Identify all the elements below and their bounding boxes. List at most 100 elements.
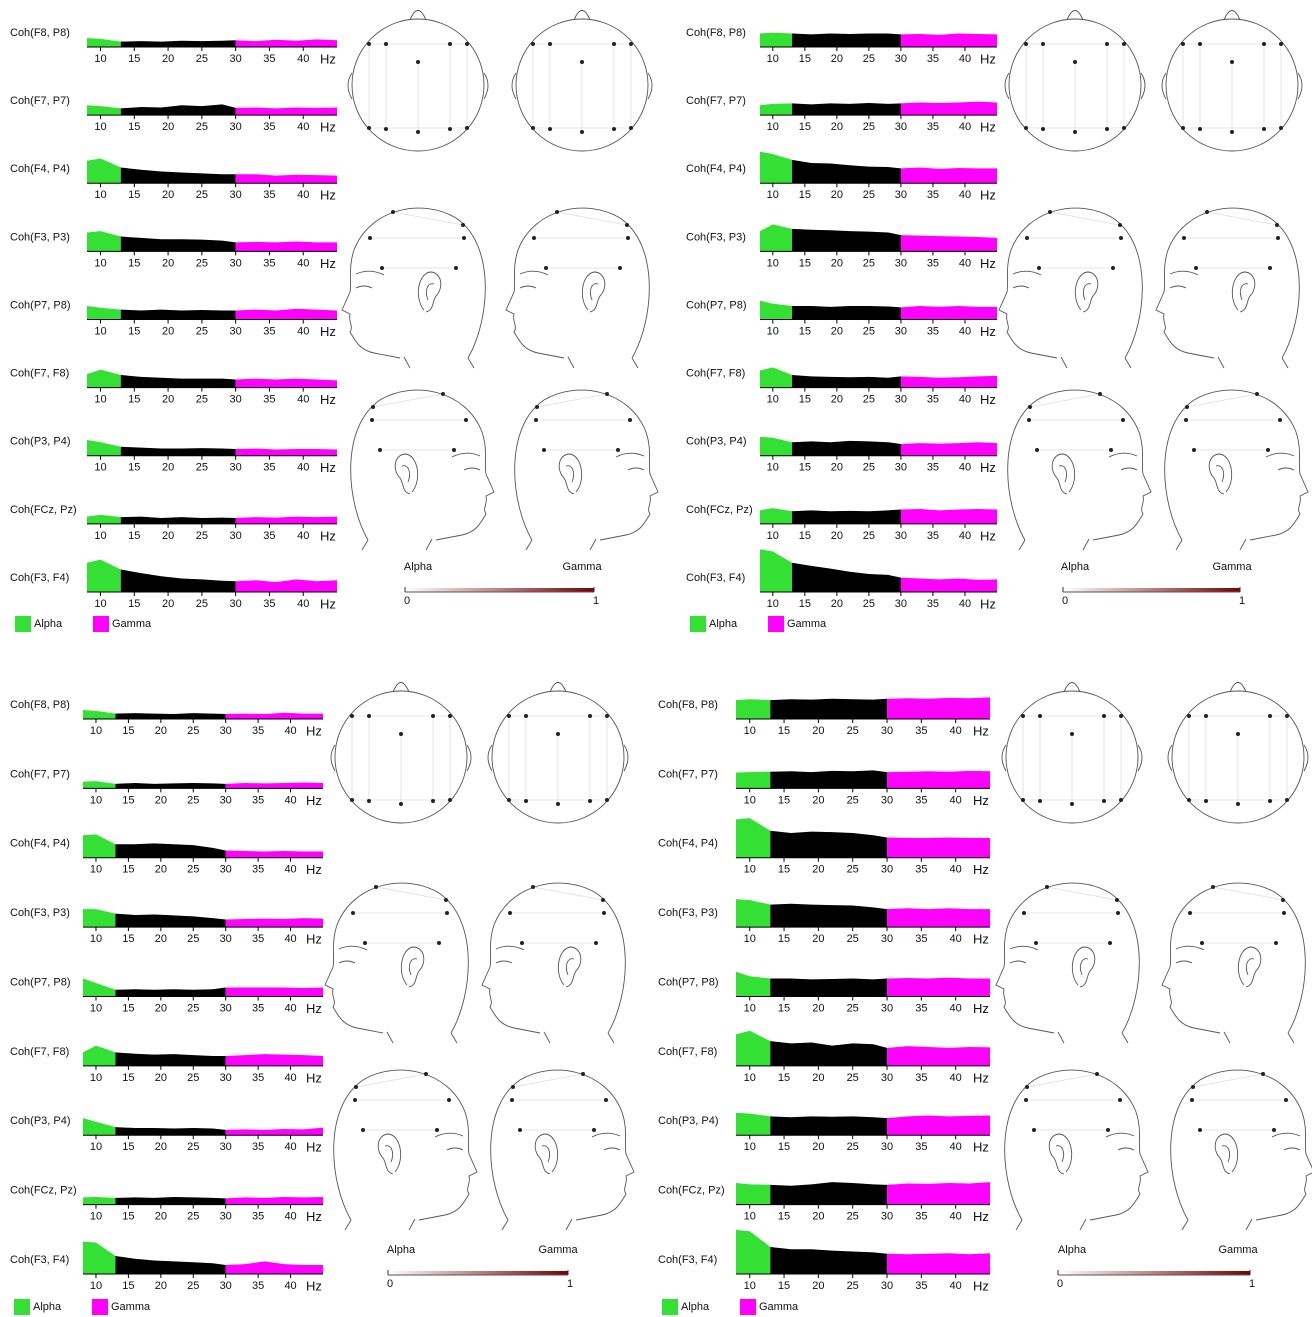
x-tick-label: 10 xyxy=(744,864,756,876)
electrode xyxy=(1111,266,1115,270)
band-area xyxy=(83,710,115,719)
x-tick-label: 35 xyxy=(927,121,939,133)
electrode xyxy=(1102,799,1106,803)
x-tick-label: 10 xyxy=(90,725,102,737)
electrode xyxy=(1038,714,1042,718)
electrode xyxy=(461,223,465,227)
head-top xyxy=(1005,11,1145,152)
head-side xyxy=(515,390,658,550)
band-area xyxy=(87,370,121,388)
electrode xyxy=(1276,236,1280,240)
band-area xyxy=(901,34,997,48)
band-area xyxy=(770,831,887,858)
electrode xyxy=(1268,266,1272,270)
electrode xyxy=(1262,42,1266,46)
connection xyxy=(1050,212,1120,225)
chart-label: Coh(P7, P8) xyxy=(10,299,71,311)
brow xyxy=(496,946,524,963)
electrode xyxy=(445,911,449,915)
x-tick-label: 25 xyxy=(196,53,208,65)
x-axis-label: Hz xyxy=(306,862,322,877)
x-tick-label: 40 xyxy=(950,1072,962,1084)
electrode xyxy=(1261,1072,1265,1076)
x-tick-label: 40 xyxy=(297,325,309,337)
x-tick-label: 35 xyxy=(252,725,264,737)
x-tick-label: 15 xyxy=(122,1141,134,1153)
electrode xyxy=(1022,911,1026,915)
band-area xyxy=(115,713,225,719)
colorbar-tick-label: 0 xyxy=(387,1278,393,1290)
x-axis-label: Hz xyxy=(973,1278,989,1293)
x-tick-label: 35 xyxy=(927,598,939,610)
head-outline xyxy=(351,390,494,540)
connection xyxy=(1187,394,1257,407)
x-tick-label: 10 xyxy=(90,1002,102,1014)
electrode xyxy=(542,448,546,452)
colorbar-title: Alpha xyxy=(404,561,433,573)
x-axis-label: Hz xyxy=(980,51,996,66)
electrode xyxy=(1268,714,1272,718)
x-axis-label: Hz xyxy=(973,1001,989,1016)
head-side xyxy=(1165,390,1308,550)
electrode xyxy=(448,42,452,46)
neck xyxy=(387,1032,457,1043)
brow xyxy=(592,1133,620,1150)
x-tick-label: 15 xyxy=(128,53,140,65)
x-tick-label: 30 xyxy=(230,530,242,542)
x-tick-label: 40 xyxy=(959,53,971,65)
x-tick-label: 30 xyxy=(895,53,907,65)
band-area xyxy=(236,517,337,524)
x-tick-label: 40 xyxy=(950,1141,962,1153)
electrode xyxy=(1038,799,1042,803)
electrode xyxy=(602,911,606,915)
electrode xyxy=(601,898,605,902)
x-tick-label: 20 xyxy=(155,1072,167,1084)
x-tick-label: 35 xyxy=(252,1002,264,1014)
x-axis-label: Hz xyxy=(973,1209,989,1224)
connection xyxy=(1207,212,1277,225)
neck xyxy=(404,357,474,368)
band-area xyxy=(736,772,770,789)
x-tick-label: 15 xyxy=(799,394,811,406)
electrode xyxy=(1073,60,1077,64)
x-axis-label: Hz xyxy=(973,793,989,808)
chart-label: Coh(F4, P4) xyxy=(658,838,718,850)
x-tick-label: 25 xyxy=(196,462,208,474)
x-tick-label: 25 xyxy=(847,1141,859,1153)
chart-label: Coh(F3, P3) xyxy=(10,231,70,243)
chart-label: Coh(P7, P8) xyxy=(686,299,747,311)
ear xyxy=(1298,73,1302,99)
x-tick-label: 10 xyxy=(94,257,106,269)
x-tick-label: 15 xyxy=(778,725,790,737)
neck xyxy=(1218,357,1288,368)
x-tick-label: 20 xyxy=(155,1002,167,1014)
band-area xyxy=(87,231,121,251)
electrode xyxy=(354,1085,358,1089)
colorbar-tick-label: 1 xyxy=(1239,595,1245,607)
chart-label: Coh(F3, P3) xyxy=(10,907,70,919)
x-tick-label: 25 xyxy=(863,462,875,474)
x-axis-label: Hz xyxy=(980,528,996,543)
band-area xyxy=(736,699,770,719)
x-tick-label: 30 xyxy=(881,1141,893,1153)
x-tick-label: 20 xyxy=(162,189,174,201)
x-tick-label: 25 xyxy=(863,530,875,542)
electrode xyxy=(368,236,372,240)
band-area xyxy=(87,159,121,184)
x-tick-label: 20 xyxy=(812,794,824,806)
electrode xyxy=(1119,714,1123,718)
electrode xyxy=(1236,802,1240,806)
head-outline xyxy=(334,1070,477,1220)
x-tick-label: 20 xyxy=(162,53,174,65)
band-area xyxy=(760,33,792,47)
colorbar-tick-label: 0 xyxy=(404,595,410,607)
x-tick-label: 30 xyxy=(230,189,242,201)
x-axis-label: Hz xyxy=(306,723,322,738)
head-top xyxy=(512,11,652,152)
band-area xyxy=(115,1197,225,1205)
electrode xyxy=(1118,1098,1122,1102)
x-axis-label: Hz xyxy=(306,793,322,808)
x-axis-label: Hz xyxy=(320,188,336,203)
head-outline xyxy=(325,883,468,1033)
electrode xyxy=(1230,130,1234,134)
